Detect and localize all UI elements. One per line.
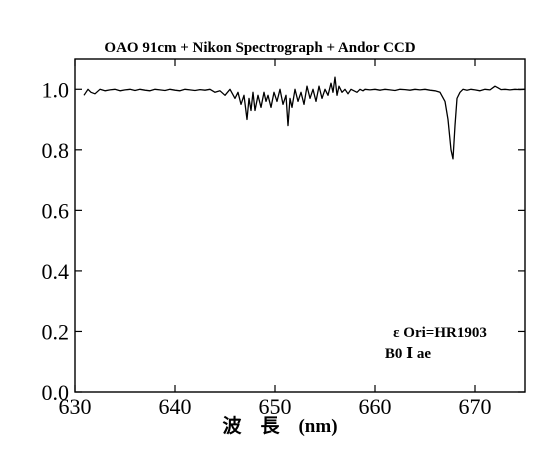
y-tick-label: 0.2	[42, 319, 70, 344]
y-axis: 0.0 0.2 0.4 0.6 0.8 1.0	[42, 77, 525, 405]
x-tick-label: 640	[159, 394, 192, 419]
spectrum-series-line	[83, 76, 526, 160]
x-axis-label: 波 長 (nm)	[222, 414, 337, 437]
y-tick-label: 0.6	[42, 198, 70, 223]
chart-title: OAO 91cm + Nikon Spectrograph + Andor CC…	[104, 40, 415, 56]
x-tick-label: 660	[359, 394, 392, 419]
x-axis: 630 640 650 660 670	[59, 59, 492, 419]
spectral-type-annotation: B0 Ⅰ ae	[385, 346, 432, 362]
star-designation-annotation: ε Ori=HR1903	[393, 325, 487, 341]
x-tick-label: 670	[459, 394, 492, 419]
y-tick-label: 0.4	[42, 259, 70, 284]
x-tick-label: 650	[259, 394, 292, 419]
plot-frame	[74, 58, 526, 393]
x-tick-label: 630	[59, 394, 92, 419]
y-tick-label: 0.8	[42, 138, 70, 163]
y-tick-label: 1.0	[42, 77, 70, 102]
y-tick-label: 0.0	[42, 380, 70, 405]
